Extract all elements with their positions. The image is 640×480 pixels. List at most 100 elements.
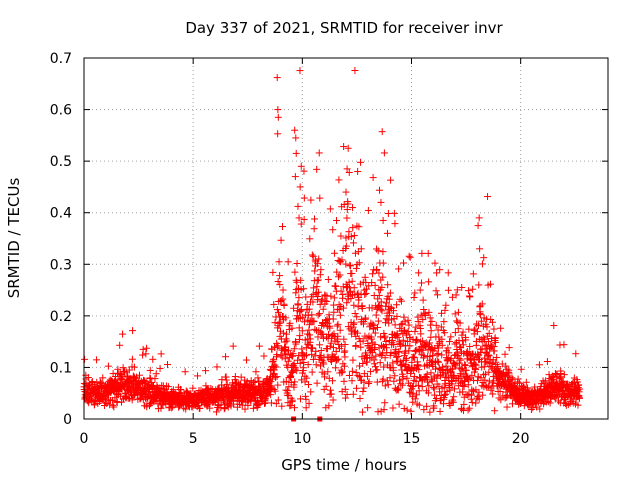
- data-point: [433, 269, 441, 277]
- data-point: [353, 384, 361, 392]
- data-point: [311, 215, 319, 223]
- y-tick-label: 0: [63, 412, 72, 428]
- data-point: [242, 356, 250, 364]
- data-point: [466, 293, 474, 301]
- data-point: [307, 388, 315, 396]
- data-point: [374, 317, 382, 325]
- data-point: [332, 282, 340, 290]
- data-point: [349, 239, 357, 247]
- data-marks: [80, 67, 584, 422]
- data-point: [320, 360, 328, 368]
- data-point: [284, 258, 292, 266]
- data-point: [241, 405, 249, 413]
- data-point: [244, 401, 252, 409]
- data-point: [369, 174, 377, 182]
- data-point: [275, 319, 283, 327]
- data-point: [399, 259, 407, 267]
- x-tick-label: 0: [80, 431, 89, 447]
- data-point: [128, 396, 136, 404]
- data-point: [474, 222, 482, 230]
- data-point: [480, 254, 488, 262]
- data-point: [333, 216, 341, 224]
- data-point: [254, 401, 262, 409]
- data-point: [350, 301, 358, 309]
- data-point: [310, 225, 318, 233]
- data-point: [484, 193, 492, 201]
- data-point: [389, 404, 397, 412]
- data-point: [279, 329, 287, 337]
- data-point: [308, 350, 316, 358]
- data-point: [384, 209, 392, 217]
- data-point: [223, 380, 231, 388]
- data-point: [550, 322, 558, 330]
- data-point: [491, 407, 499, 415]
- data-point: [279, 286, 287, 294]
- data-point: [164, 383, 172, 391]
- data-point: [202, 367, 210, 375]
- data-point: [505, 344, 513, 352]
- data-point: [139, 351, 147, 359]
- data-point: [432, 321, 440, 329]
- data-point: [205, 400, 213, 408]
- data-point: [274, 381, 282, 389]
- data-point: [365, 379, 373, 387]
- data-point: [295, 324, 303, 332]
- data-point: [427, 327, 435, 335]
- data-point: [279, 223, 287, 231]
- data-point: [128, 355, 136, 363]
- data-point: [478, 260, 486, 268]
- data-point: [341, 341, 349, 349]
- data-point: [497, 324, 505, 332]
- data-point: [340, 335, 348, 343]
- data-point: [365, 378, 373, 386]
- data-point: [293, 278, 301, 286]
- data-point: [376, 359, 384, 367]
- data-point: [454, 308, 462, 316]
- data-point: [275, 258, 283, 266]
- data-point: [450, 393, 458, 401]
- data-point: [426, 408, 434, 416]
- data-point: [284, 357, 292, 365]
- data-point: [139, 345, 147, 353]
- data-point: [151, 375, 159, 383]
- data-point: [297, 276, 305, 284]
- data-point: [352, 368, 360, 376]
- data-point: [380, 149, 388, 157]
- data-point: [431, 391, 439, 399]
- data-point: [276, 281, 284, 289]
- data-point: [395, 400, 403, 408]
- data-point: [379, 248, 387, 256]
- data-point: [348, 269, 356, 277]
- data-point: [349, 390, 357, 398]
- data-point: [255, 342, 263, 350]
- data-point: [536, 405, 544, 413]
- data-point: [469, 270, 477, 278]
- data-point: [377, 333, 385, 341]
- data-point: [364, 404, 372, 412]
- data-point: [222, 376, 230, 384]
- data-point: [501, 350, 509, 358]
- data-point: [270, 385, 278, 393]
- data-point: [349, 224, 357, 232]
- data-point: [135, 371, 143, 379]
- data-point: [93, 356, 101, 364]
- data-point: [390, 209, 398, 217]
- data-point: [287, 401, 295, 409]
- data-point: [273, 373, 281, 381]
- data-point: [146, 374, 154, 382]
- data-point: [476, 245, 484, 253]
- data-point: [434, 291, 442, 299]
- data-point: [374, 295, 382, 303]
- data-point: [415, 269, 423, 277]
- data-point: [346, 261, 354, 269]
- x-tick-label: 20: [512, 431, 530, 447]
- data-point: [354, 168, 362, 176]
- data-point: [305, 326, 313, 334]
- data-point: [517, 365, 525, 373]
- data-point: [84, 373, 92, 381]
- data-point: [274, 342, 282, 350]
- grid-lines: [84, 58, 608, 419]
- data-point: [410, 293, 418, 301]
- y-tick-label: 0.4: [50, 206, 72, 222]
